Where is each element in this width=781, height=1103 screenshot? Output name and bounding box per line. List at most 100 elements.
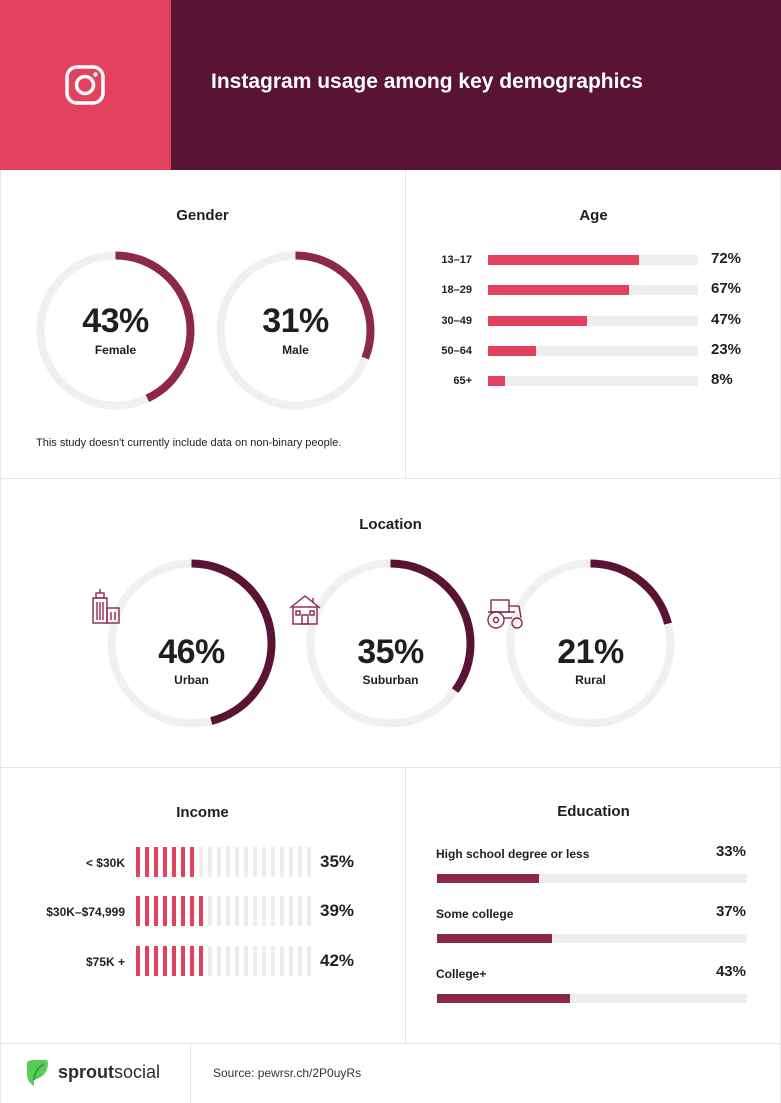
female-donut-ring [36, 251, 195, 410]
income-tick-filled [163, 847, 167, 877]
age-percentage: 8% [711, 371, 733, 388]
location-donut-urban: 46% Urban [92, 558, 277, 729]
divider-vertical-bottom [405, 767, 406, 1043]
location-title: Location [359, 516, 422, 533]
income-tick-filled [190, 946, 194, 976]
age-bar [488, 376, 505, 386]
gender-donut-male: 31% Male [215, 250, 376, 411]
education-bar [437, 934, 552, 943]
divider-footer [190, 1043, 191, 1103]
income-ticks [136, 847, 311, 877]
income-tick-empty [262, 847, 266, 877]
rural-percentage: 21% [557, 633, 624, 671]
income-tick-empty [217, 896, 221, 926]
income-tick-empty [208, 946, 212, 976]
income-tick-filled [145, 847, 149, 877]
income-tick-empty [208, 896, 212, 926]
divider-horizontal-3 [0, 1043, 781, 1044]
income-tick-filled [154, 896, 158, 926]
city-building-icon [92, 589, 120, 624]
income-tick-empty [280, 946, 284, 976]
income-label: $30K–$74,999 [46, 905, 125, 919]
income-tick-bar [136, 896, 316, 926]
education-bar-track [437, 934, 747, 943]
female-label: Female [94, 343, 137, 357]
income-tick-empty [289, 847, 293, 877]
divider-horizontal-2 [0, 767, 781, 768]
urban-donut-ring [107, 559, 276, 728]
divider-vertical-top [405, 170, 406, 478]
income-title: Income [176, 804, 229, 821]
education-label: High school degree or less [436, 847, 590, 861]
income-tick-empty [217, 847, 221, 877]
income-tick-empty [307, 847, 311, 877]
income-tick-filled [181, 847, 185, 877]
age-bar [488, 316, 587, 326]
instagram-icon [65, 65, 105, 105]
income-tick-filled [145, 896, 149, 926]
education-bar [437, 874, 540, 883]
income-ticks [136, 896, 311, 926]
suburban-percentage: 35% [357, 633, 424, 671]
income-tick-empty [226, 847, 230, 877]
income-tick-filled [136, 946, 140, 976]
income-tick-empty [298, 896, 302, 926]
age-bar-track [488, 376, 698, 386]
income-tick-empty [208, 847, 212, 877]
income-tick-empty [289, 946, 293, 976]
suburban-label: Suburban [362, 673, 419, 687]
gender-title: Gender [176, 207, 229, 224]
education-percentage: 37% [715, 903, 746, 920]
gender-footnote: This study doesn't currently include dat… [36, 437, 342, 449]
age-bar [488, 346, 537, 356]
income-tick-empty [253, 946, 257, 976]
education-label: Some college [436, 907, 514, 921]
income-tick-empty [280, 896, 284, 926]
suburban-donut-ring [306, 559, 475, 728]
frame-left [0, 170, 1, 1103]
education-label: College+ [436, 967, 487, 981]
house-icon [289, 595, 321, 625]
income-tick-empty [235, 946, 239, 976]
age-percentage: 72% [711, 250, 742, 267]
education-percentage: 43% [715, 963, 746, 980]
income-tick-filled [181, 946, 185, 976]
age-bar-track [488, 316, 698, 326]
income-tick-filled [199, 896, 203, 926]
header: Instagram usage among key demographics [0, 0, 781, 170]
age-bar-track [488, 255, 698, 265]
male-donut-ring [216, 251, 375, 410]
income-percentage: 35% [320, 852, 355, 871]
male-percentage: 31% [262, 302, 329, 340]
education-bar-track [437, 874, 747, 883]
income-tick-filled [145, 946, 149, 976]
female-percentage: 43% [82, 302, 149, 340]
income-tick-empty [235, 847, 239, 877]
income-tick-filled [172, 847, 176, 877]
divider-horizontal-1 [0, 478, 781, 479]
gender-donut-female: 43% Female [35, 250, 196, 411]
page-title: Instagram usage among key demographics [211, 70, 643, 93]
income-tick-filled [181, 896, 185, 926]
income-tick-empty [289, 896, 293, 926]
age-bar [488, 255, 640, 265]
income-tick-empty [226, 946, 230, 976]
income-tick-filled [163, 946, 167, 976]
income-tick-filled [136, 896, 140, 926]
source-citation: Source: pewrsr.ch/2P0uyRs [213, 1066, 362, 1080]
education-bar [437, 994, 571, 1003]
income-tick-empty [235, 896, 239, 926]
male-label: Male [282, 343, 309, 357]
income-tick-empty [298, 847, 302, 877]
urban-label: Urban [174, 673, 209, 687]
rural-label: Rural [575, 673, 606, 687]
income-tick-bar [136, 847, 316, 877]
income-tick-empty [271, 946, 275, 976]
income-tick-empty [244, 946, 248, 976]
age-bar-track [488, 346, 698, 356]
age-label: 30–49 [441, 315, 472, 327]
income-percentage: 39% [320, 901, 355, 920]
income-tick-empty [262, 946, 266, 976]
age-label: 65+ [453, 375, 472, 387]
income-tick-empty [271, 847, 275, 877]
